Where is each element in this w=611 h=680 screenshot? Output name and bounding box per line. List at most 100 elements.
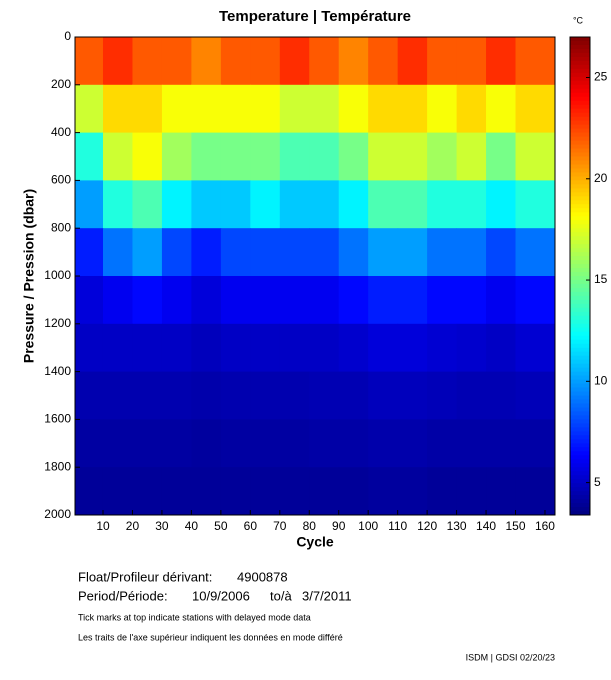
heat-cell	[75, 419, 104, 468]
heat-cell	[338, 419, 369, 468]
colorbar-segment	[570, 495, 590, 500]
colorbar-segment	[570, 148, 590, 154]
heat-cell	[515, 467, 556, 516]
colorbar-tick-label: 20	[594, 171, 608, 185]
colorbar-segment	[570, 343, 590, 349]
y-tick-label: 0	[64, 29, 71, 43]
colorbar-segment	[570, 264, 590, 269]
colorbar-segment	[570, 487, 590, 492]
heat-cell	[220, 467, 251, 516]
heat-cell	[279, 132, 310, 181]
colorbar-segment	[570, 415, 590, 420]
colorbar-segment	[570, 228, 590, 233]
heat-cell	[397, 371, 428, 420]
x-tick-label: 130	[447, 519, 467, 533]
colorbar-segment	[570, 507, 590, 512]
heat-cell	[397, 323, 428, 373]
colorbar-segment	[570, 483, 590, 488]
heat-cell	[309, 228, 340, 277]
colorbar-segment	[570, 37, 590, 42]
heat-cell	[191, 180, 222, 229]
colorbar-segment	[570, 471, 590, 476]
colorbar-segment	[570, 216, 590, 221]
heat-cell	[397, 228, 428, 277]
y-axis-label: Pressure / Pression (dbar)	[21, 189, 37, 363]
colorbar-segment	[570, 252, 590, 257]
heat-cell	[486, 84, 517, 134]
heat-cell	[161, 276, 192, 325]
x-tick-label: 90	[332, 519, 346, 533]
colorbar-segment	[570, 212, 590, 217]
colorbar-segment	[570, 503, 590, 508]
colorbar-segment	[570, 244, 590, 249]
heat-cell	[397, 84, 428, 134]
heat-cell	[368, 180, 399, 229]
colorbar-segment	[570, 224, 590, 229]
heat-cell	[75, 180, 104, 229]
x-tick-label: 40	[185, 519, 199, 533]
colorbar-segment	[570, 327, 590, 333]
heat-cell	[75, 467, 104, 516]
heat-cell	[486, 467, 517, 516]
colorbar-segment	[570, 367, 590, 373]
colorbar-segment	[570, 511, 590, 516]
colorbar-frame	[569, 36, 591, 516]
period-label: Period/Période:	[78, 588, 168, 603]
heat-cell	[102, 228, 133, 277]
heat-cell	[515, 419, 556, 468]
colorbar-segment	[570, 499, 590, 504]
colorbar-segment	[570, 283, 590, 289]
heat-cell	[220, 132, 251, 181]
heat-cell	[427, 84, 458, 134]
heat-cell	[250, 84, 281, 134]
colorbar-segment	[570, 411, 590, 416]
colorbar-segment	[570, 88, 590, 94]
heat-cell	[250, 228, 281, 277]
colorbar-segment	[570, 96, 590, 102]
heat-cell	[309, 467, 340, 516]
heat-cell	[456, 276, 487, 325]
heat-cell	[368, 84, 399, 134]
heat-cell	[486, 132, 517, 181]
x-tick-label: 150	[506, 519, 526, 533]
colorbar-segment	[570, 248, 590, 253]
heat-cell	[427, 180, 458, 229]
heat-cell	[191, 37, 222, 86]
x-tick-label: 80	[303, 519, 317, 533]
heat-cell	[397, 419, 428, 468]
colorbar-segment	[570, 423, 590, 428]
colorbar-segment	[570, 176, 590, 181]
colorbar-segment	[570, 279, 590, 285]
heat-cell	[102, 132, 133, 181]
y-tick-label: 400	[51, 125, 71, 139]
heat-cell	[75, 323, 104, 373]
colorbar-segment	[570, 192, 590, 197]
heat-cell	[102, 180, 133, 229]
heat-cell	[515, 276, 556, 325]
colorbar-segment	[570, 116, 590, 122]
colorbar-segment	[570, 236, 590, 241]
colorbar-segment	[570, 427, 590, 432]
colorbar-segment	[570, 299, 590, 305]
colorbar-segment	[570, 355, 590, 361]
heat-cell	[191, 467, 222, 516]
heat-cell	[486, 419, 517, 468]
y-tick-label: 1400	[44, 364, 71, 378]
colorbar-segment	[570, 80, 590, 86]
heat-cell	[279, 84, 310, 134]
y-tick-label: 800	[51, 220, 71, 234]
heat-cell	[102, 276, 133, 325]
heat-cell	[427, 467, 458, 516]
colorbar-segment	[570, 44, 590, 50]
x-tick-label: 60	[244, 519, 258, 533]
heat-cell	[132, 37, 163, 86]
colorbar-segment	[570, 48, 590, 54]
y-tick-label: 1600	[44, 412, 71, 426]
heat-cell	[338, 84, 369, 134]
colorbar-segment	[570, 451, 590, 456]
heat-cell	[75, 132, 104, 181]
float-label: Float/Profileur dérivant:	[78, 569, 212, 584]
heat-cell	[279, 467, 310, 516]
heat-cell	[250, 180, 281, 229]
heat-cell	[456, 419, 487, 468]
